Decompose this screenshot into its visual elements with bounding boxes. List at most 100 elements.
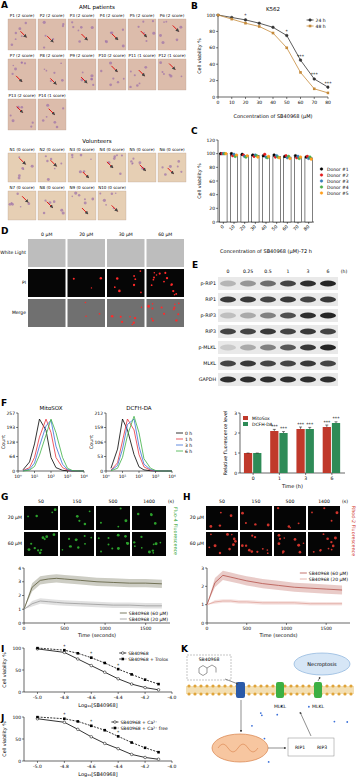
marker [130, 673, 133, 676]
cell [139, 82, 141, 84]
cell [18, 156, 20, 158]
x-tick-label: 70 [292, 224, 300, 232]
y-tick-label: 0 [100, 469, 103, 474]
pi-cell [140, 292, 142, 294]
micrograph [98, 191, 126, 220]
lipid-head [193, 692, 196, 695]
cristae [218, 744, 258, 752]
column-label: 30 μM [119, 232, 133, 237]
arrow [300, 712, 311, 736]
legend-swatch [320, 186, 323, 189]
x-tick-label: 10 [229, 100, 235, 105]
cell [297, 544, 300, 547]
x-tick [246, 623, 247, 625]
x-tick [34, 471, 35, 473]
thumb-label: P13 (2 score) [8, 93, 35, 98]
plot-area [111, 416, 172, 471]
cell [133, 541, 135, 543]
arrow [139, 70, 145, 76]
marker [157, 751, 160, 754]
lipid-head [223, 692, 226, 695]
arrow [268, 748, 286, 749]
x-tick-label: 20 [243, 100, 249, 105]
blot-strip [218, 373, 338, 386]
protein-label: MLKL [274, 704, 287, 709]
lipid-head [271, 684, 274, 687]
x-axis [207, 623, 350, 624]
x-tick-label: 0 [219, 224, 225, 230]
cell [176, 39, 179, 42]
y-tick-label: 50 [15, 737, 21, 742]
ion [308, 706, 310, 708]
legend-label: 0 h [185, 431, 192, 436]
x-tick [259, 97, 260, 99]
cell [159, 34, 162, 37]
cell [109, 61, 112, 64]
cell [122, 45, 125, 48]
bar [306, 429, 314, 473]
row-label: Merge [12, 310, 26, 315]
marker [117, 735, 120, 738]
band [320, 329, 336, 335]
x-tick-label: 30 [249, 224, 257, 232]
x-tick [326, 623, 327, 625]
micrograph [147, 299, 185, 327]
marker [63, 717, 66, 720]
y-tick [205, 568, 207, 569]
cell [328, 548, 330, 550]
x-tick-label: 80 [303, 224, 311, 232]
x-axis-title: Log₁₀[SB40968] [78, 702, 117, 709]
marker [217, 14, 220, 17]
lipid-head [229, 692, 232, 695]
x-tick-label: 10² [135, 474, 143, 479]
cell [331, 549, 333, 551]
y-tick [205, 586, 207, 587]
lipid-head [301, 692, 304, 695]
lipid-head [265, 692, 268, 695]
cell [311, 512, 313, 514]
x-tick [139, 471, 140, 473]
band [260, 313, 276, 319]
y-tick [216, 194, 218, 195]
micrograph [68, 153, 96, 182]
cell [250, 550, 253, 553]
cell [28, 202, 31, 205]
lipid-head [349, 684, 352, 687]
micrograph [68, 191, 96, 220]
cell [152, 549, 154, 551]
arrow [111, 66, 117, 72]
y-tick [216, 167, 218, 168]
thumb-label: N8 (0 score) [39, 185, 64, 190]
micrograph [98, 19, 126, 50]
legend: 0 h1 h3 h6 h [176, 431, 192, 454]
blot-strip [218, 341, 338, 354]
arrow [141, 31, 147, 37]
cell [12, 65, 14, 67]
chart: 05310615921210⁰10¹10²10³10⁴CountDCFH-DA0… [89, 405, 192, 479]
y-tick-label: 100 [12, 646, 21, 651]
y-tick [216, 181, 218, 182]
cell [60, 163, 62, 165]
marker [63, 721, 66, 724]
micrograph [68, 59, 96, 90]
thumb-label: N7 (0 score) [9, 185, 34, 190]
cell [21, 106, 24, 109]
bar [332, 423, 340, 473]
arrow [20, 158, 26, 164]
marker [103, 729, 106, 732]
error-band [24, 598, 162, 609]
y-tick-label: 128 [6, 440, 15, 445]
band [260, 345, 276, 351]
cell [117, 81, 119, 83]
y-tick [22, 609, 24, 610]
band [320, 313, 336, 319]
cell [117, 526, 119, 528]
significance: *** [325, 81, 333, 86]
pi-cell [156, 274, 158, 276]
chart: 01230136Time (h)Relative fluorescence le… [223, 411, 345, 489]
cell [62, 107, 64, 109]
cell [209, 525, 212, 528]
x-tick-label: 80 [325, 100, 331, 105]
band [240, 345, 256, 351]
marker [235, 154, 238, 157]
